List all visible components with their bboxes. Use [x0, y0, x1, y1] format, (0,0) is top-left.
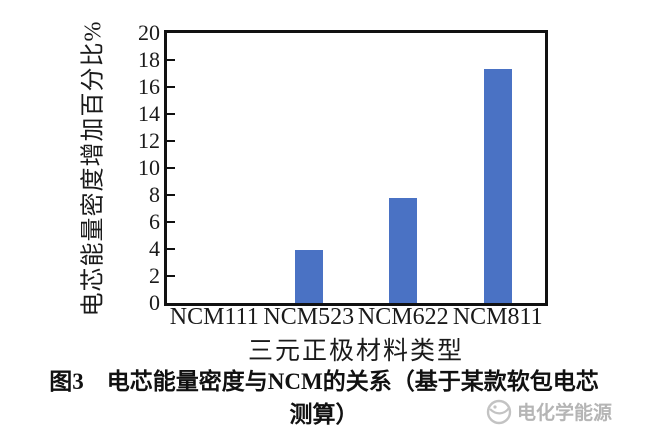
x-category-label-ncm622: NCM622: [357, 304, 449, 330]
y-axis-tick-label: 20: [138, 20, 160, 45]
plot-area: 0 2 4 6 8 10 12 14 16 18 20: [138, 20, 548, 315]
y-axis-tick-label: 18: [138, 47, 160, 72]
y-axis-tick: [167, 194, 175, 196]
y-axis-tick: [167, 113, 175, 115]
watermark: 电化学能源: [486, 398, 612, 425]
y-axis-title: 电芯能量密度增加百分比%: [62, 20, 118, 316]
x-axis-labels: NCM111 NCM523 NCM622 NCM811: [167, 304, 545, 332]
figure-caption: 图3 电芯能量密度与NCM的关系（基于某款软包电芯 测算）: [0, 365, 648, 431]
y-axis-tick-label: 14: [138, 101, 160, 126]
y-axis-tick: [167, 221, 175, 223]
y-axis-tick-label: 0: [149, 290, 160, 315]
y-axis-tick-label: 6: [149, 209, 160, 234]
bar-ncm523: [294, 250, 323, 303]
x-category-label-ncm111: NCM111: [169, 304, 259, 330]
y-axis-tick-label: 4: [149, 236, 160, 261]
y-axis-tick-label: 8: [149, 182, 160, 207]
x-category-label-ncm811: NCM811: [452, 304, 543, 330]
watermark-text: 电化学能源: [517, 403, 613, 424]
bar-ncm811: [483, 69, 512, 303]
circular-swirl-logo-icon: [486, 399, 512, 424]
figure-caption-line2: 测算）: [289, 402, 359, 427]
y-axis-tick: [167, 275, 175, 277]
x-axis-title: 三元正极材料类型: [247, 338, 464, 365]
y-axis-tick: [167, 59, 175, 61]
y-axis-tick-label: 2: [149, 263, 160, 288]
y-axis-tick-label: 10: [138, 155, 160, 180]
y-axis-title-text: 电芯能量密度增加百分比%: [80, 20, 107, 316]
y-axis-tick: [167, 140, 175, 142]
x-category-label-ncm523: NCM523: [263, 304, 355, 330]
y-axis-tick-label: 12: [138, 128, 160, 153]
y-axis-tick-label: 16: [138, 74, 160, 99]
y-axis-tick: [167, 248, 175, 250]
y-axis-tick: [167, 167, 175, 169]
figure-caption-line1: 图3 电芯能量密度与NCM的关系（基于某款软包电芯: [49, 369, 599, 394]
y-axis-tick: [167, 86, 175, 88]
bar-ncm622: [389, 198, 418, 303]
